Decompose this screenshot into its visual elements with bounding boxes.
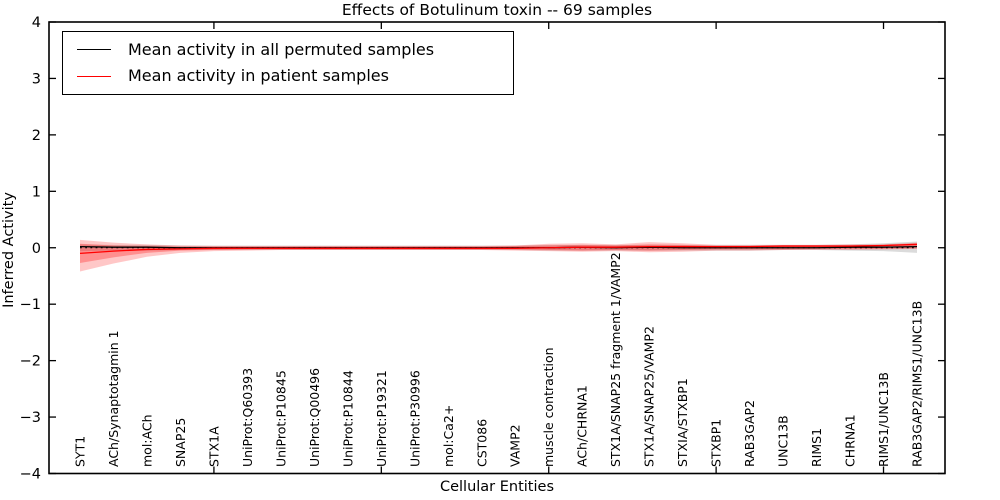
x-category-label: RAB3GAP2/RIMS1/UNC13B [910, 301, 925, 467]
y-tick-label: −2 [20, 354, 41, 370]
y-tick-label: −4 [20, 467, 41, 483]
x-category-label: UniProt:P30996 [407, 370, 422, 467]
y-tick-label: 2 [32, 128, 41, 144]
x-category-label: UniProt:P19321 [374, 370, 389, 467]
x-category-label: SNAP25 [173, 418, 188, 467]
x-category-label: STXBP1 [709, 419, 724, 467]
patient-samples-band-outer [80, 239, 917, 272]
x-category-label: ACh/CHRNA1 [575, 385, 590, 467]
x-axis-label: Cellular Entities [439, 479, 555, 495]
x-category-label: ACh/Synaptotagmin 1 [106, 330, 121, 467]
legend-item-patient: Mean activity in patient samples [63, 67, 513, 85]
legend-label: Mean activity in all permuted samples [128, 39, 435, 59]
x-category-label: mol:ACh [139, 415, 154, 468]
x-category-label: UniProt:Q00496 [307, 368, 322, 467]
series-line-patient [79, 243, 918, 255]
x-category-label: STX1A/SNAP25 fragment 1/VAMP2 [608, 252, 623, 467]
legend-line-permuted-icon [77, 49, 111, 51]
x-category-label: RIMS1/UNC13B [876, 372, 891, 467]
x-category-label: VAMP2 [508, 424, 523, 467]
y-tick-label: 4 [32, 15, 41, 31]
legend: Mean activity in all permuted samples Me… [62, 31, 514, 95]
x-category-label: STX1A [206, 426, 221, 467]
x-category-label: UniProt:P10845 [273, 370, 288, 467]
x-category-label: UNC13B [776, 415, 791, 467]
x-category-label: RIMS1 [809, 428, 824, 467]
y-tick-label: −1 [20, 297, 41, 313]
x-category-label: RAB3GAP2 [742, 400, 757, 467]
chart-title: Effects of Botulinum toxin -- 69 samples [341, 1, 653, 19]
legend-item-permuted: Mean activity in all permuted samples [63, 39, 513, 59]
x-category-label: UniProt:P10844 [340, 370, 355, 467]
y-tick-label: 0 [32, 241, 41, 257]
y-tick-label: −3 [20, 410, 41, 426]
y-tick-label: 1 [32, 184, 41, 200]
x-category-label: UniProt:Q60393 [240, 368, 255, 467]
x-category-label: CHRNA1 [843, 414, 858, 467]
x-category-label: mol:Ca2+ [441, 405, 456, 467]
legend-label: Mean activity in patient samples [128, 66, 389, 86]
x-category-label: STXIA/STXBP1 [675, 378, 690, 467]
x-category-label: muscle contraction [541, 347, 556, 467]
x-category-label: SYT1 [73, 436, 88, 467]
y-tick-label: 3 [32, 71, 41, 87]
x-category-label: CST086 [474, 419, 489, 467]
x-category-label: STX1A/SNAP25/VAMP2 [642, 326, 657, 467]
legend-line-patient-icon [77, 75, 111, 77]
